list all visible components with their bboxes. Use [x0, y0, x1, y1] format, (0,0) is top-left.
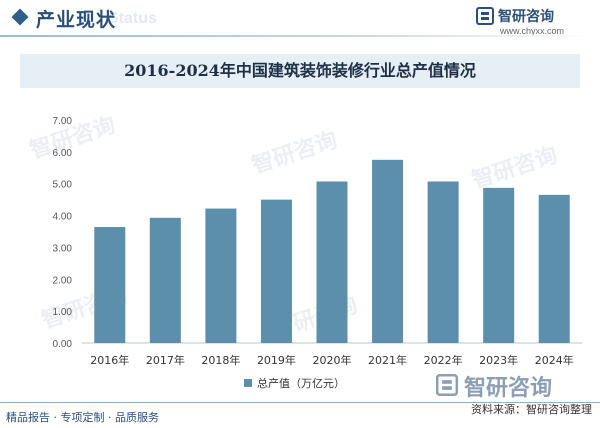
zhiyan-logo-icon	[436, 374, 458, 396]
y-tick-label: 4.00	[53, 212, 73, 223]
watermark-logo: 智研咨询	[436, 372, 586, 401]
diamond-icon	[11, 8, 29, 26]
legend-label: 总产值（万亿元）	[257, 376, 345, 390]
brand: 智研咨询 www.chyxx.com	[476, 4, 586, 38]
bar	[538, 194, 570, 343]
legend-swatch	[244, 379, 252, 387]
x-tick-label: 2022年	[424, 353, 463, 367]
header-divider	[0, 35, 600, 37]
chart-title-box: 2016-2024年中国建筑装饰装修行业总产值情况	[20, 54, 580, 88]
x-tick-label: 2023年	[479, 353, 518, 367]
y-tick-label: 3.00	[53, 243, 73, 254]
x-tick-label: 2017年	[146, 353, 185, 367]
footer-divider	[0, 402, 600, 403]
bar-chart: 0.00 1.00 2.00 3.00 4.00 5.00 6.00 7.00 2016年 201…	[53, 116, 582, 390]
y-tick-label: 7.00	[53, 116, 73, 127]
bar	[372, 159, 404, 343]
x-tick-label: 2016年	[90, 353, 129, 367]
header-ghost-text: Status	[108, 10, 157, 27]
zhiyan-logo-icon	[476, 7, 494, 25]
x-tick-label: 2019年	[257, 353, 296, 367]
bar	[260, 199, 292, 343]
x-tick-label: 2020年	[313, 353, 352, 367]
brand-url: www.chyxx.com	[500, 26, 565, 36]
y-tick-label: 6.00	[53, 148, 73, 159]
data-source: 资料来源：智研咨询整理	[471, 403, 592, 416]
x-tick-label: 2021年	[368, 353, 407, 367]
chart-title: 2016-2024年中国建筑装饰装修行业总产值情况	[124, 61, 476, 80]
brand-name: 智研咨询	[498, 9, 554, 25]
bar	[427, 181, 459, 343]
bar	[483, 187, 515, 343]
section-title: 产业现状	[36, 9, 117, 31]
y-tick-label: 5.00	[53, 180, 73, 191]
bar	[316, 181, 348, 343]
bar	[149, 217, 181, 343]
x-tick-label: 2024年	[535, 353, 574, 367]
bar	[205, 208, 237, 343]
header: Status 产业现状 智研咨询 www.chyxx.com	[0, 0, 600, 40]
y-tick-label: 2.00	[53, 275, 73, 286]
bar	[94, 227, 126, 343]
y-tick-label: 0.00	[53, 339, 73, 350]
x-tick-label: 2018年	[201, 353, 240, 367]
watermark-logo-text: 智研咨询	[464, 376, 553, 401]
y-tick-label: 1.00	[53, 307, 73, 318]
footer-slogan: 精品报告 · 专项定制 · 品质服务	[6, 411, 159, 424]
